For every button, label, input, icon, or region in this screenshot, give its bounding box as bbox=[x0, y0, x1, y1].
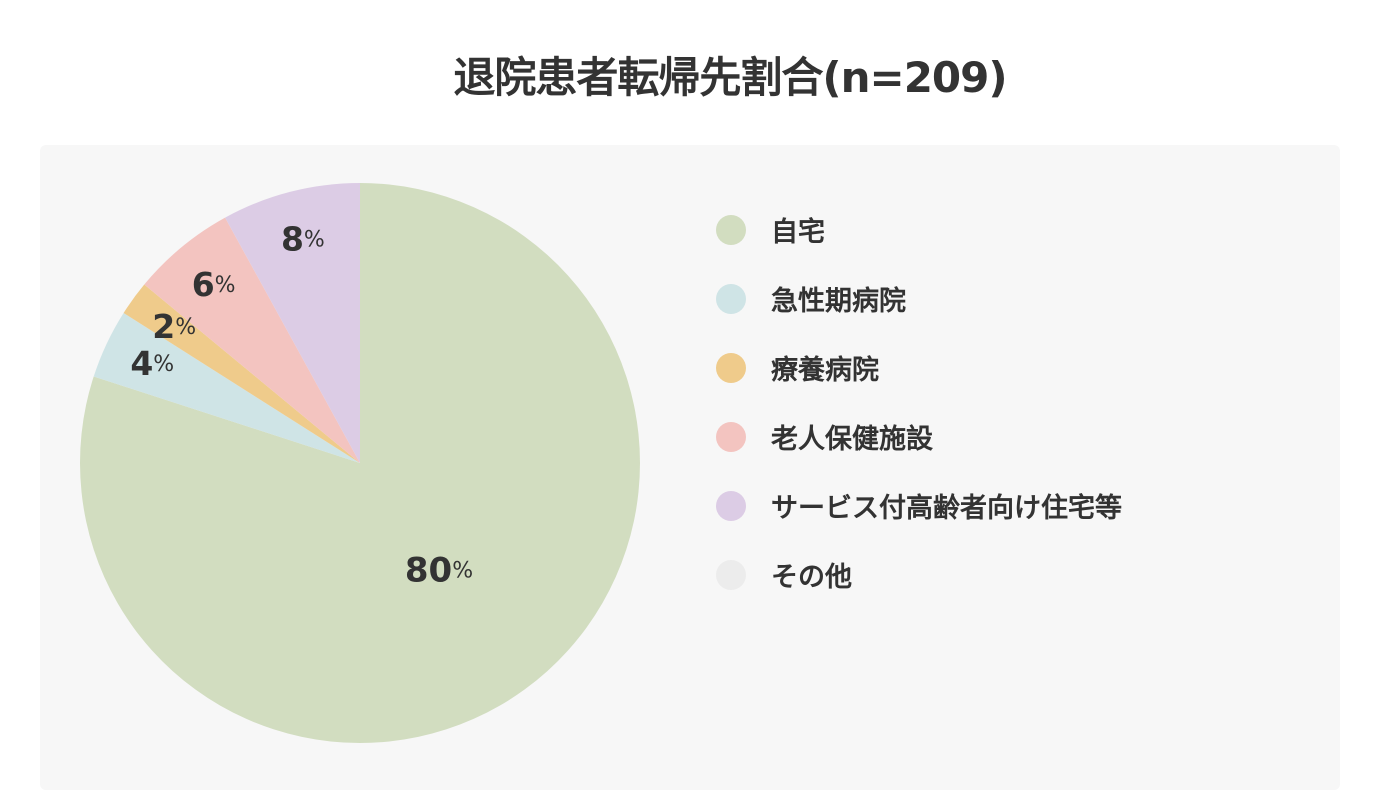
pie-label-4: 8% bbox=[281, 219, 325, 258]
pie-chart: 80% 4%2%6% 8% bbox=[80, 183, 640, 743]
pie-label-2: 2% bbox=[152, 307, 196, 346]
legend-label: 自宅 bbox=[771, 217, 825, 248]
pie-label-3: 6% bbox=[192, 265, 236, 304]
pie-slice-2 bbox=[123, 284, 360, 463]
legend-label: その他 bbox=[771, 562, 852, 593]
pie-label-1: 4% bbox=[130, 344, 174, 383]
pie-slice-4 bbox=[225, 183, 360, 463]
legend-swatch bbox=[716, 421, 746, 452]
legend-swatch bbox=[716, 490, 746, 521]
legend-swatch bbox=[716, 559, 746, 590]
legend-item-4: サービス付高齢者向け住宅等 bbox=[716, 471, 1122, 540]
legend-item-2: 療養病院 bbox=[716, 333, 1122, 402]
legend-label: サービス付高齢者向け住宅等 bbox=[771, 493, 1122, 524]
legend-label: 老人保健施設 bbox=[771, 424, 933, 455]
legend-label: 急性期病院 bbox=[771, 286, 906, 317]
chart-legend: 自宅急性期病院療養病院老人保健施設サービス付高齢者向け住宅等 その他 bbox=[716, 195, 1122, 609]
legend-swatch bbox=[716, 352, 746, 383]
pie-label-0: 80% bbox=[405, 550, 473, 590]
legend-item-0: 自宅 bbox=[716, 195, 1122, 264]
pie-slice-3 bbox=[144, 217, 360, 463]
legend-swatch bbox=[716, 214, 746, 245]
legend-item-5: その他 bbox=[716, 540, 1122, 609]
legend-item-3: 老人保健施設 bbox=[716, 402, 1122, 471]
legend-label: 療養病院 bbox=[771, 355, 879, 386]
pie-slice-1 bbox=[93, 312, 361, 463]
chart-title: 退院患者転帰先割合(n=209) bbox=[453, 53, 1007, 102]
legend-item-1: 急性期病院 bbox=[716, 264, 1122, 333]
legend-swatch bbox=[716, 283, 746, 314]
